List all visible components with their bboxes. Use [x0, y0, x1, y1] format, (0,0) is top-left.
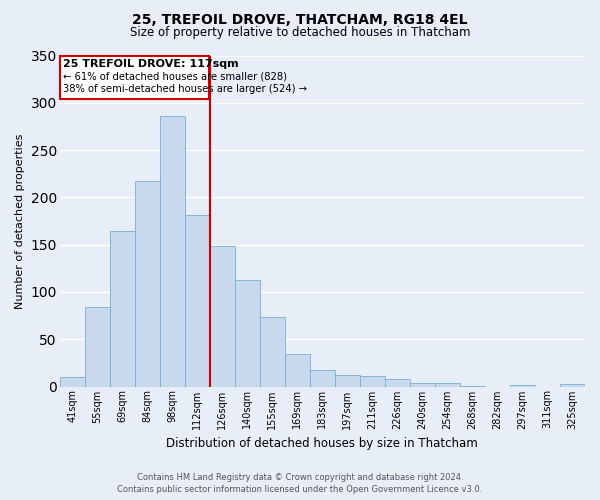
Bar	[110, 232, 135, 386]
Bar	[260, 316, 285, 386]
Bar	[410, 382, 435, 386]
Bar	[385, 379, 410, 386]
Text: 25 TREFOIL DROVE: 117sqm: 25 TREFOIL DROVE: 117sqm	[64, 59, 239, 69]
Bar	[335, 375, 360, 386]
Bar	[235, 280, 260, 386]
Bar	[560, 384, 585, 386]
Bar	[60, 56, 209, 99]
Bar	[60, 377, 85, 386]
Text: Size of property relative to detached houses in Thatcham: Size of property relative to detached ho…	[130, 26, 470, 39]
Bar	[85, 307, 110, 386]
Bar	[435, 382, 460, 386]
Bar	[210, 246, 235, 386]
Bar	[510, 384, 535, 386]
Y-axis label: Number of detached properties: Number of detached properties	[15, 134, 25, 308]
Text: ← 61% of detached houses are smaller (828): ← 61% of detached houses are smaller (82…	[64, 72, 287, 82]
Text: 25, TREFOIL DROVE, THATCHAM, RG18 4EL: 25, TREFOIL DROVE, THATCHAM, RG18 4EL	[132, 12, 468, 26]
Bar	[360, 376, 385, 386]
Text: 38% of semi-detached houses are larger (524) →: 38% of semi-detached houses are larger (…	[64, 84, 307, 94]
X-axis label: Distribution of detached houses by size in Thatcham: Distribution of detached houses by size …	[166, 437, 478, 450]
Bar	[160, 116, 185, 386]
Bar	[135, 182, 160, 386]
Bar	[310, 370, 335, 386]
Bar	[285, 354, 310, 386]
Text: Contains HM Land Registry data © Crown copyright and database right 2024.
Contai: Contains HM Land Registry data © Crown c…	[118, 472, 482, 494]
Bar	[185, 216, 210, 386]
